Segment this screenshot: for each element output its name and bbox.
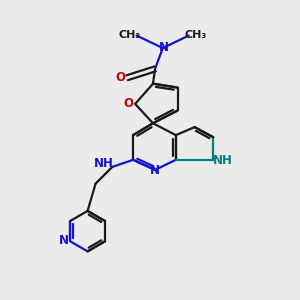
Text: N: N [59,234,69,247]
Text: N: N [159,41,169,54]
Text: CH₃: CH₃ [119,30,141,40]
Text: O: O [116,71,126,84]
Text: N: N [149,164,160,177]
Text: O: O [124,97,134,110]
Text: CH₃: CH₃ [184,30,206,40]
Text: NH: NH [213,154,233,167]
Text: NH: NH [94,157,114,170]
